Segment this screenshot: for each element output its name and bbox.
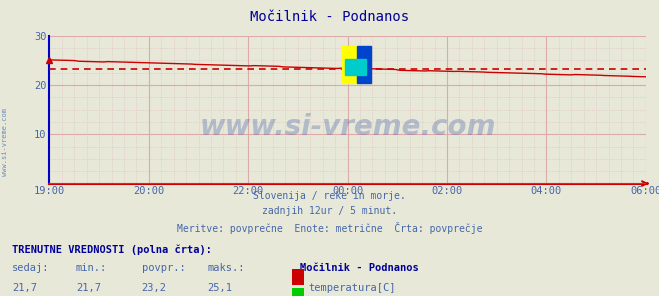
Text: temperatura[C]: temperatura[C] bbox=[308, 283, 396, 293]
Text: min.:: min.: bbox=[76, 263, 107, 274]
Text: maks.:: maks.: bbox=[208, 263, 245, 274]
Text: www.si-vreme.com: www.si-vreme.com bbox=[2, 108, 9, 176]
Bar bbox=[357, 46, 372, 83]
Text: 21,7: 21,7 bbox=[12, 283, 37, 293]
Text: Močilnik - Podnanos: Močilnik - Podnanos bbox=[250, 10, 409, 24]
Text: 25,1: 25,1 bbox=[208, 283, 233, 293]
Text: povpr.:: povpr.: bbox=[142, 263, 185, 274]
Text: 21,7: 21,7 bbox=[76, 283, 101, 293]
Text: zadnjih 12ur / 5 minut.: zadnjih 12ur / 5 minut. bbox=[262, 206, 397, 216]
Text: Slovenija / reke in morje.: Slovenija / reke in morje. bbox=[253, 191, 406, 201]
Bar bbox=[345, 59, 366, 75]
Text: Meritve: povprečne  Enote: metrične  Črta: povprečje: Meritve: povprečne Enote: metrične Črta:… bbox=[177, 222, 482, 234]
Text: TRENUTNE VREDNOSTI (polna črta):: TRENUTNE VREDNOSTI (polna črta): bbox=[12, 244, 212, 255]
Bar bbox=[341, 46, 357, 83]
Text: Močilnik - Podnanos: Močilnik - Podnanos bbox=[300, 263, 418, 274]
Text: sedaj:: sedaj: bbox=[12, 263, 49, 274]
Text: 23,2: 23,2 bbox=[142, 283, 167, 293]
Text: www.si-vreme.com: www.si-vreme.com bbox=[200, 113, 496, 141]
